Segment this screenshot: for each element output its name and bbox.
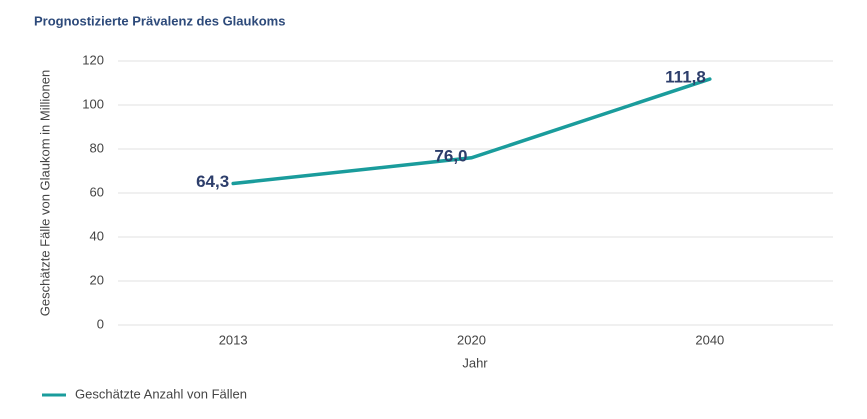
y-tick-label: 0: [97, 316, 104, 331]
y-tick-label: 20: [90, 272, 104, 287]
value-label: 111,8: [665, 68, 706, 87]
y-tick-label: 40: [90, 228, 104, 243]
chart-title: Prognostizierte Prävalenz des Glaukoms: [34, 13, 285, 28]
x-axis-label: Jahr: [462, 355, 488, 370]
y-tick-label: 100: [82, 96, 104, 111]
legend-label: Geschätzte Anzahl von Fällen: [75, 386, 247, 401]
line: [231, 77, 712, 186]
x-tick-label: 2020: [457, 332, 486, 347]
y-tick-label: 80: [90, 140, 104, 155]
y-tick-label: 120: [82, 52, 104, 67]
value-label: 64,3: [196, 172, 229, 191]
y-tick-label: 60: [90, 184, 104, 199]
y-axis-label: Geschätzte Fälle von Glaukom in Millione…: [37, 70, 52, 316]
value-label: 76,0: [434, 146, 467, 165]
x-tick-label: 2040: [695, 332, 724, 347]
x-tick-label: 2013: [219, 332, 248, 347]
